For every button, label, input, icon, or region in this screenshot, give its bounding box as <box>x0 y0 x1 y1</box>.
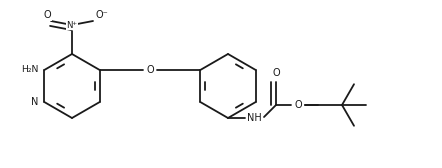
Text: O: O <box>272 68 280 78</box>
Text: H₂N: H₂N <box>21 65 38 74</box>
Text: N⁺: N⁺ <box>66 20 77 30</box>
Text: O: O <box>43 10 51 20</box>
Text: O: O <box>146 65 154 75</box>
Text: O: O <box>294 100 302 110</box>
Text: O⁻: O⁻ <box>95 10 108 20</box>
Text: N: N <box>31 97 38 107</box>
Text: NH: NH <box>247 113 261 123</box>
